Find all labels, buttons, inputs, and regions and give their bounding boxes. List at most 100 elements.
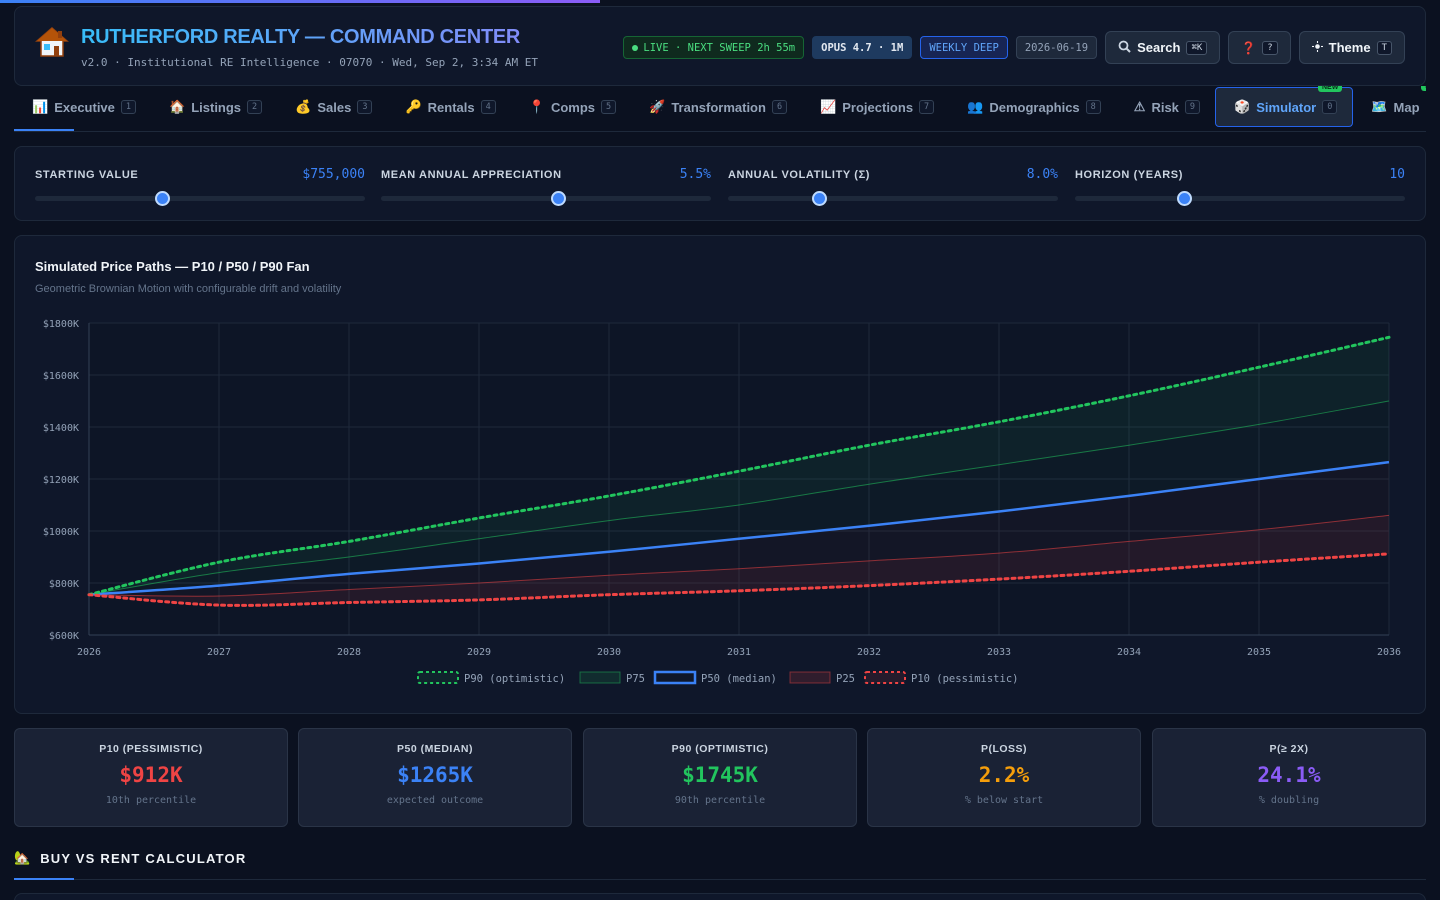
stat-label: P(LOSS) [980, 743, 1028, 755]
tabs-row: 📊 Executive 1 🏠 Listings 2 💰 Sales 3 🔑 Rentals 4 📍 Co… [14, 86, 1426, 128]
slider-label: HORIZON (YEARS) [1075, 169, 1183, 181]
search-button[interactable]: Search ⌘K [1105, 31, 1221, 64]
tab-shortcut: 4 [480, 100, 496, 114]
slider-thumb[interactable] [811, 191, 827, 206]
legend-label: P10 (pessimistic) [911, 673, 1018, 685]
tab-icon: 🚀 [649, 99, 666, 114]
tab-icon: 💰 [295, 99, 312, 114]
tab-listings[interactable]: 🏠 Listings 2 [151, 87, 277, 127]
theme-label: Theme [1328, 40, 1371, 55]
slider-label: MEAN ANNUAL APPRECIATION [381, 169, 562, 181]
volatility-slider[interactable]: ANNUAL VOLATILITY (Σ) 8.0% [728, 167, 1058, 206]
section-title: BUY VS RENT CALCULATOR [40, 850, 247, 866]
tab-shortcut: 0 [1322, 100, 1338, 114]
main-tabs: 📊 Executive 1 🏠 Listings 2 💰 Sales 3 🔑 Rentals 4 📍 Co… [14, 86, 1426, 132]
tab-shortcut: 5 [601, 100, 617, 114]
p75-line [88, 400, 1390, 596]
x-tick-label: 2029 [467, 647, 491, 658]
sun-icon [1311, 40, 1323, 55]
x-tick-label: 2034 [1117, 647, 1141, 658]
slider-thumb[interactable] [1176, 191, 1192, 206]
tab-label: Executive [54, 99, 115, 115]
tab-transformation[interactable]: 🚀 Transformation 6 [631, 87, 802, 127]
tab-risk[interactable]: ⚠ Risk 9 [1116, 87, 1215, 127]
theme-button[interactable]: Theme T [1298, 31, 1405, 64]
tab-map[interactable]: 🗺️MapMNEW [1353, 86, 1426, 127]
tab-label: Risk [1151, 99, 1179, 115]
p90-line [87, 335, 1391, 597]
slider-track[interactable] [381, 191, 711, 206]
stat-value: $1745K [682, 763, 758, 787]
y-tick-label: $1600K [43, 371, 79, 382]
x-tick-label: 2030 [597, 647, 621, 658]
app-subtitle: v2.0 · Institutional RE Intelligence · 0… [81, 56, 538, 69]
tab-shortcut: 9 [1184, 100, 1201, 114]
tab-label: Listings [191, 99, 242, 115]
tab-sales[interactable]: 💰 Sales 3 [277, 87, 387, 127]
tab-icon: ⚠ [1133, 99, 1146, 114]
section-divider [14, 879, 1426, 880]
legend-swatch-p50 [653, 670, 697, 685]
slider-value: 10 [1389, 167, 1405, 182]
legend-label: P75 [626, 673, 645, 685]
simulator-controls: STARTING VALUE $755,000 MEAN ANNUAL APPR… [14, 146, 1426, 221]
stat-note: expected outcome [386, 795, 484, 806]
y-tick-label: $1000K [43, 527, 79, 538]
p10-line [87, 552, 1391, 607]
tab-comps[interactable]: 📍 Comps 5 [511, 87, 631, 127]
y-tick-label: $1400K [43, 423, 79, 434]
stat-value: $912K [119, 763, 183, 787]
tab-shortcut: 8 [1085, 100, 1101, 114]
horizon-slider[interactable]: HORIZON (YEARS) 10 [1075, 167, 1405, 206]
tab-rentals[interactable]: 🔑 Rentals 4 [387, 87, 510, 127]
stat-label: P90 (OPTIMISTIC) [671, 743, 769, 755]
slider-track[interactable] [1075, 191, 1405, 206]
tab-icon: 📍 [528, 99, 545, 114]
section-accent [14, 878, 74, 880]
stat-value: 2.2% [978, 763, 1030, 787]
legend-label: P90 (optimistic) [464, 673, 565, 685]
tab-icon: 🗺️ [1371, 99, 1388, 114]
y-tick-label: $1800K [43, 319, 79, 330]
p25-line [88, 514, 1390, 597]
stat-note: 90th percentile [674, 795, 766, 806]
new-badge: NEW [1317, 86, 1343, 92]
tab-icon: 🎲 [1234, 99, 1251, 114]
tab-demographics[interactable]: 👥 Demographics 8 [949, 87, 1116, 127]
x-tick-label: 2026 [77, 647, 101, 658]
header-badges: LIVE · NEXT SWEEP 2h 55m OPUS 4.7 · 1M W… [623, 31, 1405, 64]
tab-simulator[interactable]: 🎲 Simulator 0 NEW [1215, 86, 1354, 127]
stat-card: P(≥ 2X) 24.1% % doubling [1152, 728, 1426, 827]
slider-track[interactable] [728, 191, 1058, 206]
price-paths-chart-card: Simulated Price Paths — P10 / P50 / P90 … [14, 235, 1426, 714]
tab-projections[interactable]: 📈 Projections 7 [802, 87, 949, 127]
tab-icon: 📈 [820, 99, 837, 114]
tab-executive[interactable]: 📊 Executive 1 [14, 87, 151, 127]
slider-thumb[interactable] [550, 191, 566, 206]
legend-label: P25 [836, 673, 855, 685]
buy-vs-rent-header: 🏡 BUY VS RENT CALCULATOR [14, 850, 246, 866]
legend-swatch-p90 [417, 671, 459, 684]
starting-value-slider[interactable]: STARTING VALUE $755,000 [35, 167, 365, 206]
search-label: Search [1137, 40, 1181, 55]
chart-subtitle: Geometric Brownian Motion with configura… [35, 283, 342, 295]
stat-value: $1265K [397, 763, 473, 787]
x-tick-label: 2033 [987, 647, 1011, 658]
slider-thumb[interactable] [155, 191, 171, 206]
tab-icon: 🔑 [405, 99, 422, 114]
tab-label: Map [1393, 99, 1420, 115]
stat-note: 10th percentile [105, 795, 197, 806]
help-shortcut: ? [1262, 40, 1278, 55]
slider-value: $755,000 [302, 167, 365, 182]
help-button[interactable]: ❓ ? [1228, 31, 1291, 64]
appreciation-slider[interactable]: MEAN ANNUAL APPRECIATION 5.5% [381, 167, 711, 206]
tab-label: Transformation [671, 99, 766, 115]
slider-value: 8.0% [1026, 167, 1058, 182]
x-tick-label: 2027 [207, 647, 231, 658]
tab-shortcut: 1 [120, 100, 137, 114]
fan-chart: $1800K $1600K $1400K $1200K $1000K $800K $600K… [43, 319, 1401, 685]
p50-line [88, 460, 1390, 596]
slider-track[interactable] [35, 191, 365, 206]
chart-title: Simulated Price Paths — P10 / P50 / P90 … [35, 259, 310, 274]
stat-value: 24.1% [1257, 763, 1321, 787]
